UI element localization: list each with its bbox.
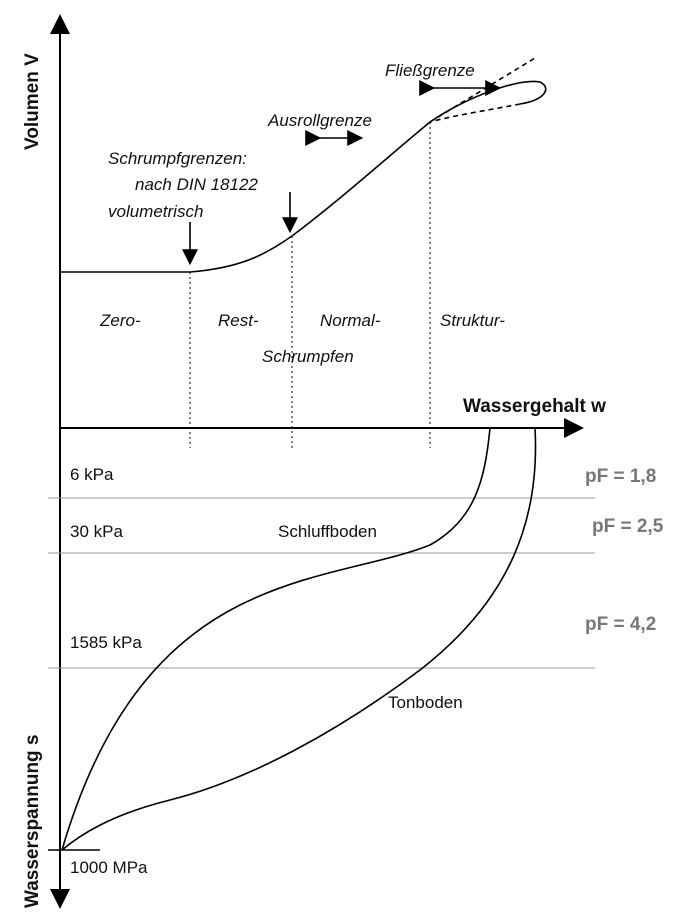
level-label: 1585 kPa (70, 633, 142, 652)
axis-label: Volumen V (22, 53, 43, 150)
soil-curve (61, 427, 491, 851)
limit-label: Ausrollgrenze (267, 111, 372, 130)
level-label: 30 kPa (70, 522, 123, 541)
level-label: 1000 MPa (70, 858, 148, 877)
limit-label: Fließgrenze (385, 61, 475, 80)
axis-label: Wasserspannung s (22, 734, 43, 908)
curve (429, 103, 521, 123)
limit-label: volumetrisch (108, 202, 203, 221)
level-label: 6 kPa (70, 465, 114, 484)
phase-label: Zero- (99, 311, 141, 330)
curve (60, 121, 431, 273)
soil-label: Schluffboden (278, 522, 377, 541)
pf-label: pF = 1,8 (585, 466, 656, 487)
phase-label: Schrumpfen (262, 347, 354, 366)
limit-label: nach DIN 18122 (135, 175, 258, 194)
axis-label: Wassergehalt w (463, 396, 606, 417)
soil-label: Tonboden (388, 693, 463, 712)
phase-label: Normal- (320, 311, 381, 330)
limit-label: Schrumpfgrenzen: (108, 149, 247, 168)
pf-label: pF = 2,5 (592, 516, 664, 537)
soil-curve (61, 427, 537, 851)
phase-label: Struktur- (440, 311, 505, 330)
pf-label: pF = 4,2 (585, 614, 656, 635)
curve (429, 80, 547, 123)
phase-label: Rest- (218, 311, 259, 330)
